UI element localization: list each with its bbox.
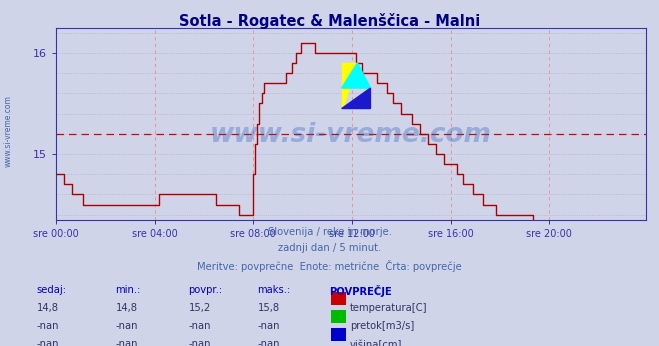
Text: -nan: -nan xyxy=(37,321,59,331)
Text: 15,8: 15,8 xyxy=(258,303,280,313)
Text: -nan: -nan xyxy=(37,339,59,346)
Text: min.:: min.: xyxy=(115,285,141,295)
Text: -nan: -nan xyxy=(116,339,138,346)
Text: Sotla - Rogatec & Malenščica - Malni: Sotla - Rogatec & Malenščica - Malni xyxy=(179,13,480,29)
Text: POVPREČJE: POVPREČJE xyxy=(330,285,392,298)
Text: zadnji dan / 5 minut.: zadnji dan / 5 minut. xyxy=(278,243,381,253)
Text: -nan: -nan xyxy=(188,339,211,346)
Text: višina[cm]: višina[cm] xyxy=(350,339,402,346)
Text: pretok[m3/s]: pretok[m3/s] xyxy=(350,321,414,331)
Text: -nan: -nan xyxy=(188,321,211,331)
Text: Meritve: povprečne  Enote: metrične  Črta: povprečje: Meritve: povprečne Enote: metrične Črta:… xyxy=(197,260,462,272)
Text: -nan: -nan xyxy=(258,321,280,331)
Polygon shape xyxy=(341,63,357,109)
Text: temperatura[C]: temperatura[C] xyxy=(350,303,428,313)
Text: -nan: -nan xyxy=(258,339,280,346)
Text: povpr.:: povpr.: xyxy=(188,285,222,295)
Text: sedaj:: sedaj: xyxy=(36,285,67,295)
Text: 14,8: 14,8 xyxy=(37,303,59,313)
Text: 15,2: 15,2 xyxy=(188,303,211,313)
Text: Slovenija / reke in morje.: Slovenija / reke in morje. xyxy=(268,227,391,237)
Text: 14,8: 14,8 xyxy=(116,303,138,313)
Text: -nan: -nan xyxy=(116,321,138,331)
Text: www.si-vreme.com: www.si-vreme.com xyxy=(3,95,13,167)
Polygon shape xyxy=(341,88,370,109)
Polygon shape xyxy=(341,63,370,88)
Text: maks.:: maks.: xyxy=(257,285,290,295)
Text: www.si-vreme.com: www.si-vreme.com xyxy=(210,122,492,148)
